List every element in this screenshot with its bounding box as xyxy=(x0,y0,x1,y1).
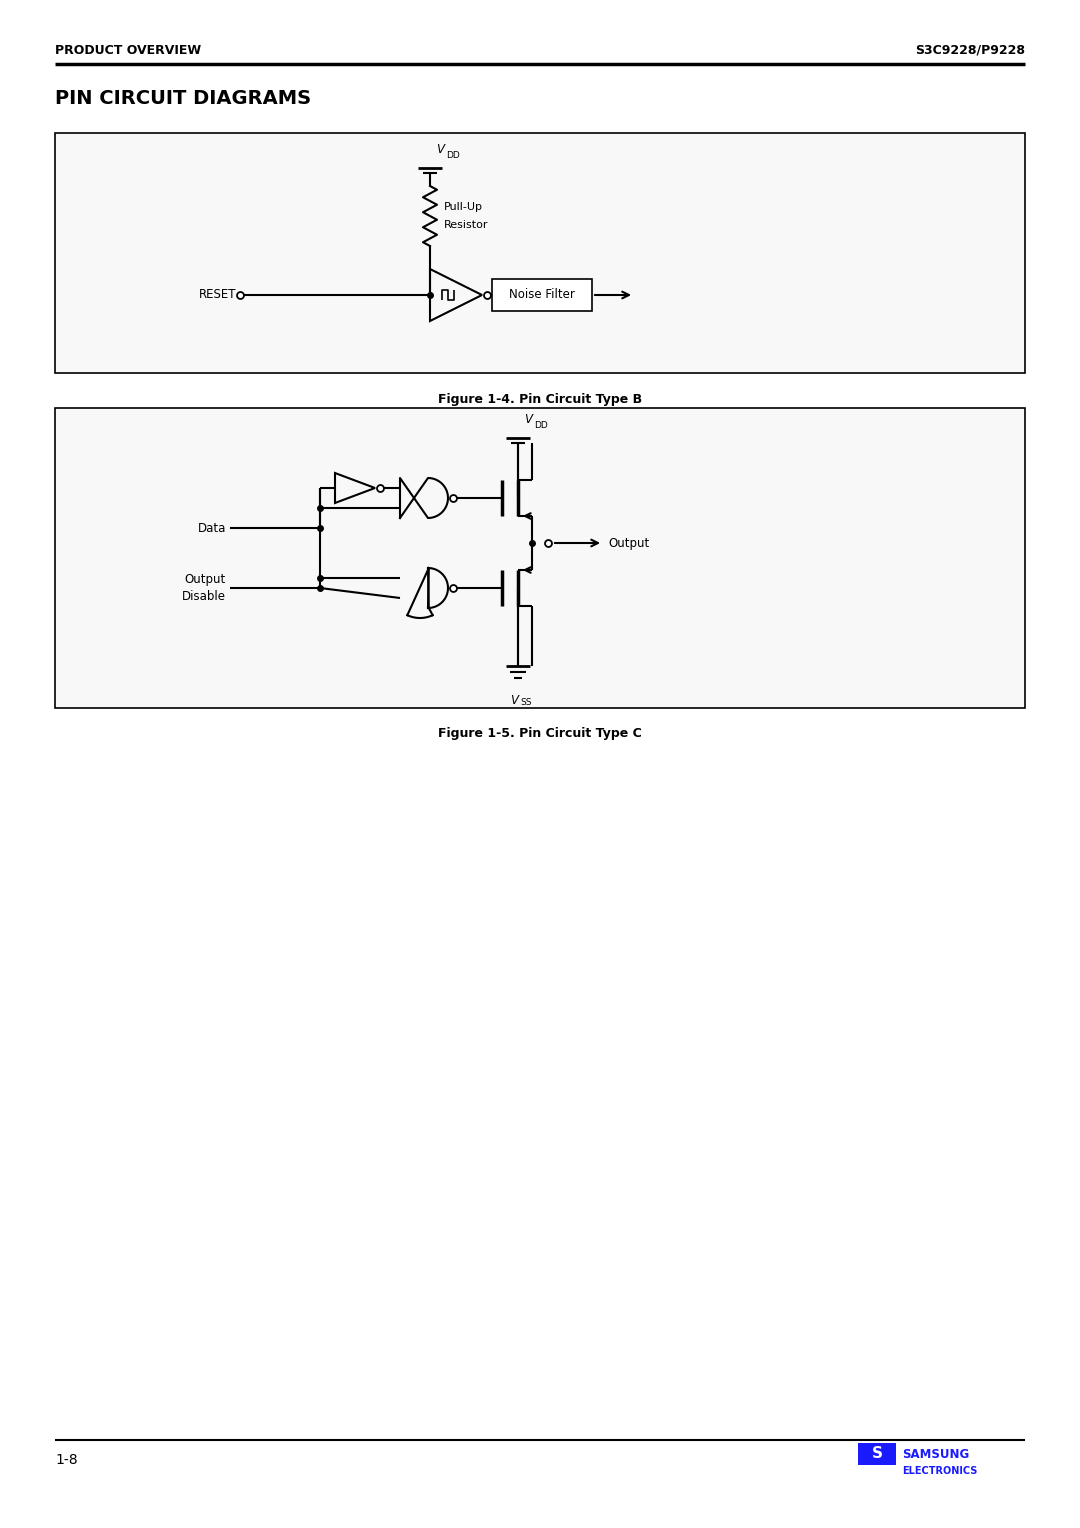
Text: ELECTRONICS: ELECTRONICS xyxy=(902,1465,977,1476)
Text: PRODUCT OVERVIEW: PRODUCT OVERVIEW xyxy=(55,43,201,57)
Text: Output: Output xyxy=(608,536,649,550)
Text: V: V xyxy=(524,413,532,426)
Text: DD: DD xyxy=(446,151,460,160)
Bar xyxy=(492,280,592,312)
Text: Resistor: Resistor xyxy=(444,220,488,231)
Text: Figure 1-4. Pin Circuit Type B: Figure 1-4. Pin Circuit Type B xyxy=(437,393,643,405)
Text: 1-8: 1-8 xyxy=(55,1453,78,1467)
Text: S: S xyxy=(872,1447,882,1461)
Text: SAMSUNG: SAMSUNG xyxy=(902,1447,969,1461)
Text: Noise Filter: Noise Filter xyxy=(509,289,575,301)
Text: Data: Data xyxy=(198,521,226,535)
Text: PIN CIRCUIT DIAGRAMS: PIN CIRCUIT DIAGRAMS xyxy=(55,89,311,107)
Text: Disable: Disable xyxy=(183,590,226,602)
Text: S3C9228/P9228: S3C9228/P9228 xyxy=(915,43,1025,57)
Bar xyxy=(55,408,1025,707)
Text: Output: Output xyxy=(185,573,226,587)
Text: SS: SS xyxy=(519,698,531,707)
Text: V: V xyxy=(436,144,444,156)
Text: RESET: RESET xyxy=(199,289,237,301)
Text: Pull-Up: Pull-Up xyxy=(444,202,483,212)
Bar xyxy=(858,1442,896,1465)
Text: V: V xyxy=(510,694,518,707)
Bar xyxy=(55,133,1025,373)
Text: Figure 1-5. Pin Circuit Type C: Figure 1-5. Pin Circuit Type C xyxy=(438,727,642,741)
Text: DD: DD xyxy=(534,422,548,429)
